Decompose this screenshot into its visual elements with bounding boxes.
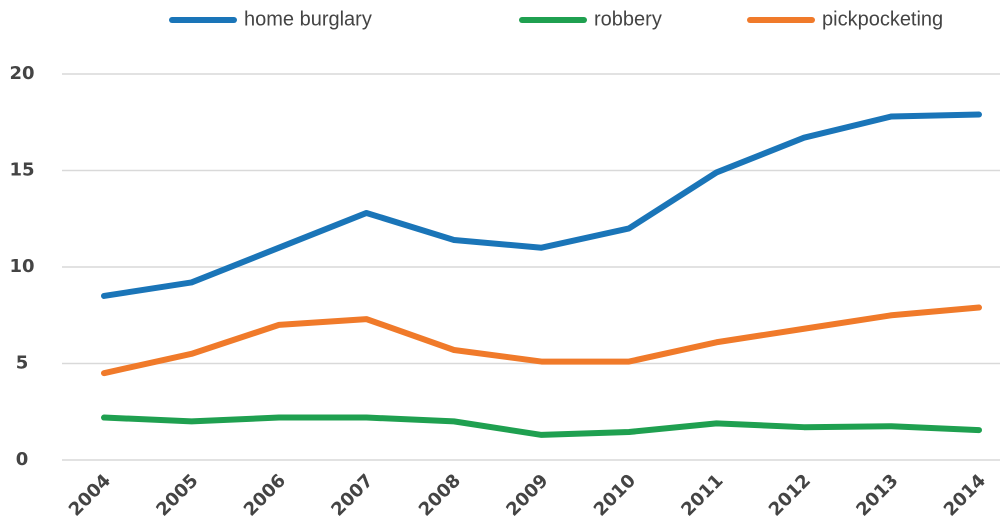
legend-label: pickpocketing [822,8,943,30]
legend-label: home burglary [244,8,372,30]
x-tick-label: 2013 [852,470,902,520]
series-line [101,111,982,299]
x-tick-label: 2006 [240,470,290,520]
y-tick-label: 20 [9,63,34,84]
x-tick-label: 2012 [765,470,815,520]
legend-label: robbery [594,8,662,30]
series-line [101,304,982,377]
x-tick-label: 2009 [502,470,552,520]
y-tick-label: 15 [9,160,34,181]
y-tick-label: 5 [16,353,29,374]
y-tick-label: 0 [16,449,29,470]
series-line [101,414,982,438]
x-tick-label: 2007 [327,470,377,520]
x-tick-label: 2014 [940,470,990,520]
x-tick-label: 2010 [590,470,640,520]
x-tick-label: 2008 [415,470,465,520]
y-tick-label: 10 [9,256,34,277]
x-tick-label: 2005 [152,470,202,520]
x-tick-label: 2004 [65,470,115,520]
x-tick-label: 2011 [677,470,727,520]
